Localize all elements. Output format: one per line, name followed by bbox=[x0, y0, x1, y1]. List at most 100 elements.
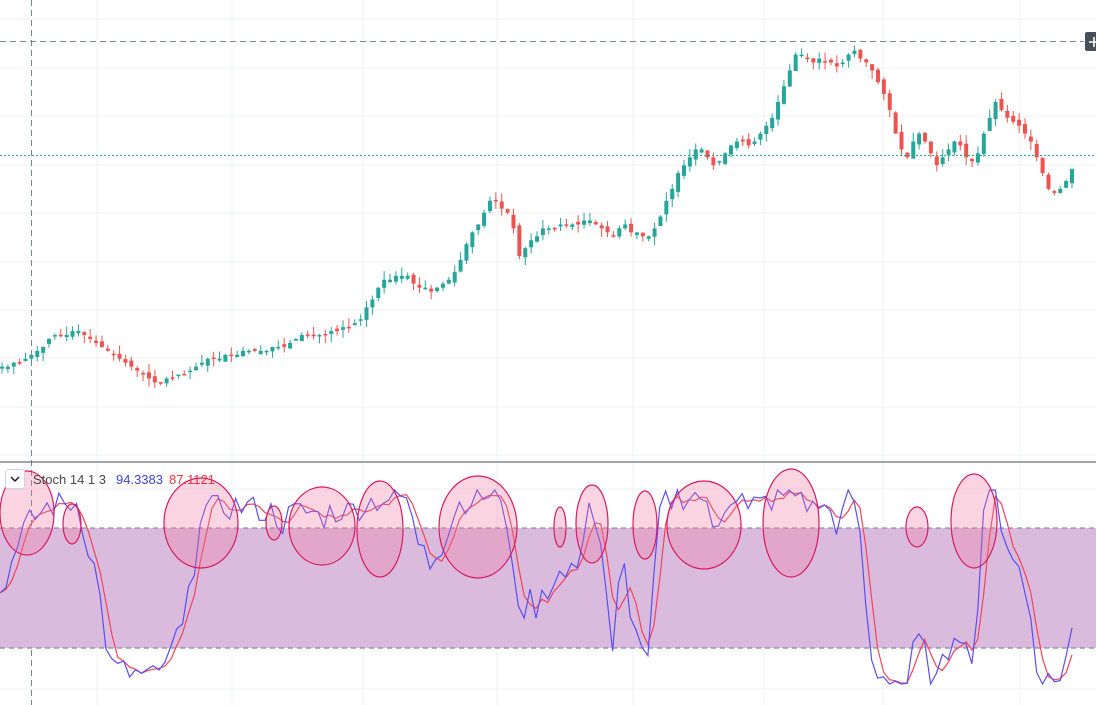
candle-body bbox=[88, 336, 93, 339]
candle-body bbox=[928, 141, 933, 154]
candle-body bbox=[546, 228, 551, 230]
candle-body bbox=[1017, 119, 1022, 126]
candle-body bbox=[1070, 169, 1074, 184]
overbought-highlight-circle bbox=[62, 503, 82, 545]
candle-body bbox=[781, 86, 786, 104]
candle-body bbox=[0, 366, 4, 369]
candle-body bbox=[952, 141, 957, 153]
candle-body bbox=[629, 223, 634, 233]
candle-body bbox=[370, 299, 375, 308]
candle-body bbox=[834, 63, 839, 67]
candle-body bbox=[146, 372, 151, 379]
overbought-highlight-circle bbox=[762, 468, 820, 578]
candle-body bbox=[1011, 115, 1016, 122]
candle-body bbox=[593, 222, 598, 225]
candle-body bbox=[905, 152, 910, 158]
candle-body bbox=[623, 224, 628, 229]
chevron-down-icon bbox=[10, 476, 20, 482]
overbought-highlight-circle bbox=[438, 475, 518, 579]
candle-body bbox=[793, 54, 798, 72]
candle-body bbox=[723, 153, 728, 164]
candle-body bbox=[640, 232, 645, 237]
candle-body bbox=[70, 331, 75, 337]
candle-body bbox=[646, 236, 651, 239]
candle-body bbox=[887, 93, 892, 110]
candle-body bbox=[1005, 110, 1010, 118]
candle-body bbox=[940, 157, 945, 164]
stoch-d-line bbox=[0, 491, 1073, 684]
candle-body bbox=[717, 161, 722, 163]
candle-body bbox=[729, 145, 734, 155]
candle-body bbox=[376, 287, 381, 299]
overbought-highlight-circle bbox=[905, 506, 929, 548]
candle-body bbox=[464, 244, 469, 261]
add-plus-button[interactable] bbox=[1085, 32, 1096, 51]
candle-body bbox=[811, 58, 816, 63]
collapse-indicator-button[interactable] bbox=[5, 469, 25, 489]
candle-body bbox=[340, 327, 345, 330]
candle-body bbox=[493, 199, 498, 202]
candle-body bbox=[199, 362, 204, 365]
candle-body bbox=[840, 62, 845, 65]
candle-body bbox=[693, 149, 698, 160]
candle-body bbox=[440, 283, 445, 288]
candle-body bbox=[582, 220, 587, 225]
overbought-highlight-circle bbox=[288, 486, 356, 566]
candle-body bbox=[58, 334, 63, 337]
candle-body bbox=[47, 339, 52, 344]
candle-body bbox=[576, 221, 581, 225]
candle-body bbox=[446, 279, 451, 284]
candle-body bbox=[246, 350, 251, 353]
candle-body bbox=[352, 323, 357, 326]
candle-body bbox=[987, 117, 992, 131]
candle-body bbox=[482, 212, 487, 226]
candle-body bbox=[570, 224, 575, 228]
candle-body bbox=[964, 143, 969, 158]
indicator-legend: Stoch 14 1 3 94.3383 87.1121 bbox=[5, 469, 215, 489]
candle-body bbox=[864, 59, 869, 63]
candle-body bbox=[329, 331, 334, 334]
candle-body bbox=[258, 350, 263, 355]
candle-body bbox=[1040, 158, 1045, 174]
candle-body bbox=[746, 139, 751, 146]
candle-body bbox=[676, 173, 681, 192]
candle-body bbox=[870, 64, 875, 71]
plus-icon bbox=[1089, 36, 1096, 47]
candle-body bbox=[346, 326, 351, 329]
candle-body bbox=[452, 271, 457, 283]
candle-body bbox=[270, 346, 275, 352]
candle-body bbox=[429, 288, 434, 292]
candle-body bbox=[1058, 188, 1063, 193]
candle-body bbox=[599, 225, 604, 229]
overbought-highlight-circle bbox=[0, 470, 55, 556]
candle-body bbox=[117, 353, 122, 359]
candle-body bbox=[152, 376, 157, 383]
candle-body bbox=[235, 354, 240, 358]
candle-body bbox=[852, 50, 857, 55]
candle-body bbox=[211, 357, 216, 360]
candle-body bbox=[158, 382, 163, 384]
candle-body bbox=[734, 141, 739, 148]
candle-body bbox=[687, 157, 692, 167]
candle-body bbox=[135, 368, 140, 371]
candle-body bbox=[564, 224, 569, 226]
candle-body bbox=[758, 133, 763, 140]
candle-body bbox=[658, 216, 663, 227]
candle-body bbox=[587, 220, 592, 224]
candle-body bbox=[970, 159, 975, 162]
candle-body bbox=[293, 339, 298, 341]
candle-body bbox=[981, 133, 986, 155]
candle-body bbox=[11, 362, 16, 367]
candle-body bbox=[323, 334, 328, 336]
overbought-highlight-circle bbox=[553, 506, 567, 548]
candle-body bbox=[82, 332, 87, 336]
candle-body bbox=[934, 156, 939, 166]
candle-body bbox=[787, 70, 792, 87]
candle-body bbox=[652, 228, 657, 237]
candle-body bbox=[752, 141, 757, 144]
candle-body bbox=[770, 117, 775, 129]
candle-body bbox=[388, 279, 393, 282]
candle-body bbox=[670, 188, 675, 200]
